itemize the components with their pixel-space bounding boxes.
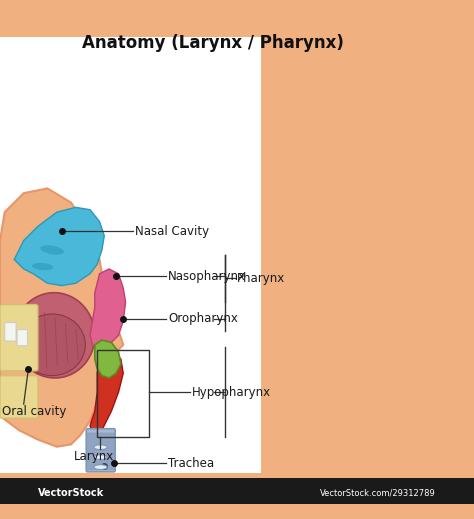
FancyBboxPatch shape (0, 305, 38, 371)
Text: Oral cavity: Oral cavity (2, 405, 67, 418)
Text: Oropharynx: Oropharynx (168, 312, 238, 325)
FancyBboxPatch shape (0, 37, 261, 473)
Bar (0, 477, 474, 503)
Ellipse shape (94, 455, 107, 459)
FancyBboxPatch shape (86, 443, 115, 451)
Text: Nasal Cavity: Nasal Cavity (135, 225, 209, 238)
Text: Larynx: Larynx (73, 449, 114, 463)
Ellipse shape (32, 263, 53, 270)
FancyBboxPatch shape (0, 376, 38, 418)
Polygon shape (95, 340, 121, 378)
Ellipse shape (94, 445, 107, 449)
Text: Nasopharynx: Nasopharynx (168, 269, 246, 282)
Bar (97, 350, 149, 437)
Text: VectorStock.com/29312789: VectorStock.com/29312789 (320, 488, 436, 497)
Ellipse shape (19, 314, 85, 376)
Text: Hypopharynx: Hypopharynx (192, 386, 271, 399)
FancyBboxPatch shape (86, 461, 115, 470)
Polygon shape (90, 269, 126, 350)
Text: Trachea: Trachea (168, 457, 214, 470)
FancyBboxPatch shape (86, 429, 115, 472)
Polygon shape (0, 188, 123, 447)
FancyBboxPatch shape (5, 322, 16, 341)
Ellipse shape (40, 245, 64, 255)
Polygon shape (90, 352, 123, 435)
Ellipse shape (94, 465, 107, 470)
FancyBboxPatch shape (86, 433, 115, 442)
Text: Anatomy (Larynx / Pharynx): Anatomy (Larynx / Pharynx) (82, 34, 344, 52)
Text: VectorStock: VectorStock (38, 488, 104, 498)
FancyBboxPatch shape (86, 452, 115, 460)
Polygon shape (14, 208, 104, 285)
FancyBboxPatch shape (17, 330, 27, 346)
Ellipse shape (14, 293, 95, 378)
Text: Pharynx: Pharynx (237, 272, 285, 285)
